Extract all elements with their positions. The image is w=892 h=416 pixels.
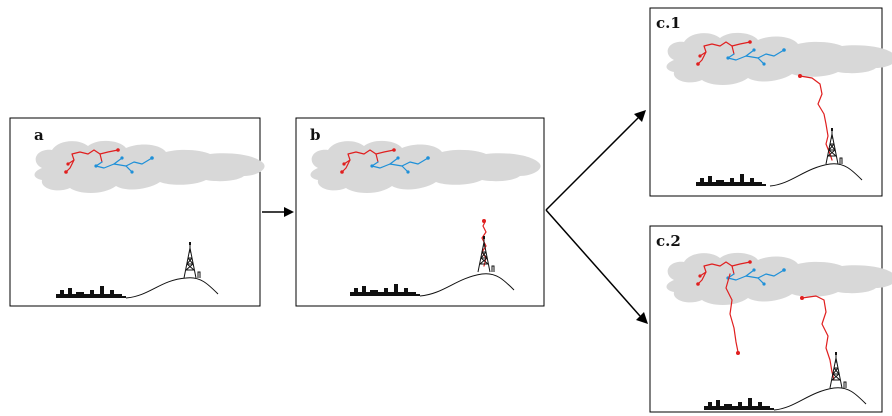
panel-c1: c.1	[649, 7, 892, 197]
stepped-leader-down	[725, 273, 739, 353]
arrow-icon	[545, 209, 648, 324]
arrow-icon	[545, 110, 646, 211]
panel-c2-frame	[649, 225, 883, 413]
panel-c2: c.2	[649, 225, 892, 413]
hill-icon	[769, 163, 863, 187]
hill-icon	[125, 277, 219, 299]
hill-icon	[773, 387, 867, 411]
hill-icon	[419, 273, 515, 297]
connecting-leader	[799, 75, 833, 161]
panel-c2-label: c.2	[656, 232, 681, 250]
panel-b-label: b	[310, 126, 321, 144]
connecting-leader	[801, 295, 835, 381]
panel-a-label: a	[34, 126, 44, 144]
arrow-icon	[262, 207, 294, 217]
panel-b: b	[295, 117, 545, 307]
panel-a: a	[9, 117, 265, 307]
panel-c1-label: c.1	[656, 14, 681, 32]
